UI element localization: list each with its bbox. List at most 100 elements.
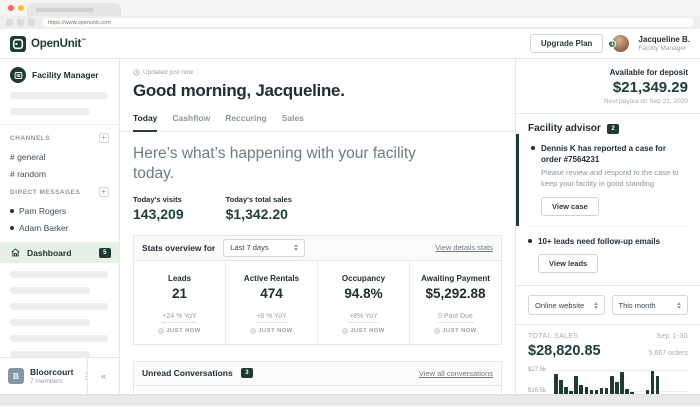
- sales-header: TOTAL SALES Sep 1-30: [528, 333, 688, 340]
- conversations-title: Unread Conversations: [142, 368, 233, 379]
- kpi-label: Today's total sales: [225, 194, 292, 204]
- stats-title: Stats overview for: [142, 242, 216, 253]
- total-sales-label: TOTAL SALES: [528, 333, 579, 341]
- chart-bar: [564, 386, 568, 394]
- stat-card-awaiting-payment: Awaiting Payment $5,292.88 0 Past Due JU…: [409, 260, 501, 344]
- collapse-sidebar-button[interactable]: «: [87, 358, 119, 394]
- stat-value: $5,292.88: [425, 285, 486, 301]
- channel-select[interactable]: Online website: [528, 295, 605, 316]
- bullet-icon: [528, 239, 532, 244]
- stat-label: Occupancy: [341, 273, 386, 283]
- chart-bar: [554, 373, 558, 394]
- select-value: Last 7 days: [230, 243, 269, 253]
- stat-value: 474: [260, 285, 283, 301]
- workspace-avatar: B: [8, 368, 24, 384]
- advisor-header: Facility advisor 2: [528, 123, 688, 134]
- skeleton-bar: [10, 108, 90, 115]
- add-channel-button[interactable]: +: [99, 133, 109, 143]
- dashboard-label: Dashboard: [27, 247, 72, 258]
- refresh-button[interactable]: [28, 19, 35, 26]
- workspace-label: Facility Manager: [32, 70, 99, 80]
- forward-button[interactable]: [17, 19, 24, 26]
- period-select[interactable]: This month: [611, 295, 688, 316]
- browser-url-bar: https://www.openunit.com: [0, 16, 700, 29]
- chart-bar: [589, 390, 594, 394]
- gridline: [554, 370, 688, 371]
- sidebar-item-pam-rogers[interactable]: Pam Rogers: [0, 202, 119, 219]
- user-role: Facility Manager: [638, 45, 687, 52]
- stat-timestamp: JUST NOW: [138, 328, 221, 334]
- next-payout-text: Next payout on Sep 21, 2020: [603, 98, 688, 105]
- view-case-button[interactable]: View case: [541, 197, 599, 217]
- brand[interactable]: OpenUnit™: [10, 35, 86, 52]
- kpi-row: Today's visits 143,209 Today's total sal…: [133, 195, 502, 222]
- browser-tab[interactable]: [27, 3, 121, 16]
- advisor-item-leads: 10+ leads need follow-up emails View lea…: [528, 227, 688, 283]
- tab-reccuring[interactable]: Reccuring: [225, 113, 267, 123]
- chart-bar: [610, 375, 614, 394]
- sidebar-item-general[interactable]: # general: [0, 148, 119, 165]
- upgrade-plan-button[interactable]: Upgrade Plan: [529, 34, 604, 53]
- sidebar-item-adam-barker[interactable]: Adam Barker: [0, 219, 119, 236]
- sidebar-item-random[interactable]: # random: [0, 165, 119, 182]
- view-leads-button[interactable]: View leads: [538, 254, 599, 274]
- back-button[interactable]: [6, 19, 13, 26]
- stats-period-select[interactable]: Last 7 days: [223, 238, 306, 257]
- chart-bar: [650, 370, 655, 394]
- kpi-value: 143,209: [133, 205, 184, 222]
- stat-label: Active Rentals: [243, 273, 300, 283]
- url-text: https://www.openunit.com: [48, 19, 111, 26]
- sidebar-workspace-header[interactable]: Facility Manager: [0, 67, 119, 92]
- conversation-row[interactable]: Daniella Cohn Ottawa, ON Customer for 9 …: [134, 386, 501, 394]
- channel-label: # general: [10, 151, 46, 162]
- chart-bar: [625, 389, 629, 394]
- view-details-stats-link[interactable]: View details stats: [435, 243, 493, 253]
- view-all-conversations-link[interactable]: View all conversations: [418, 368, 493, 378]
- chart-bar: [604, 388, 609, 394]
- dm-title: DIRECT MESSAGES: [10, 188, 81, 196]
- y-tick-label: $16.5k: [528, 387, 547, 394]
- stats-header: Stats overview for Last 7 days View deta…: [134, 235, 501, 261]
- facility-advisor-section: Facility advisor 2 Dennis K has reported…: [516, 114, 700, 287]
- kpi-value: $1,342.20: [225, 205, 288, 222]
- right-panel: Available for deposit $21,349.29 Next pa…: [515, 59, 700, 394]
- notification-badge: 1: [608, 40, 617, 48]
- chart-bar: [594, 390, 599, 394]
- sales-filters: Online website This month: [516, 286, 700, 326]
- user-menu[interactable]: Jacqueline B. Facility Manager: [638, 35, 690, 52]
- main-tabs: Today Cashflow Reccuring Sales: [120, 110, 515, 132]
- kebab-menu-icon[interactable]: ⋮: [81, 370, 91, 381]
- stats-overview-box: Stats overview for Last 7 days View deta…: [133, 234, 502, 345]
- workspace-info[interactable]: B Bloorcourt 7 members ⋮: [0, 358, 90, 394]
- dm-label: Adam Barker: [19, 222, 69, 233]
- address-field[interactable]: https://www.openunit.com: [42, 18, 694, 27]
- tab-cashflow[interactable]: Cashflow: [172, 113, 211, 123]
- select-caret-icon: [677, 301, 681, 310]
- tab-sales[interactable]: Sales: [281, 113, 304, 123]
- deposit-section: Available for deposit $21,349.29 Next pa…: [516, 59, 700, 114]
- add-dm-button[interactable]: +: [99, 187, 109, 197]
- tab-title-placeholder: [36, 7, 94, 12]
- sidebar-item-dashboard[interactable]: Dashboard 5: [0, 242, 119, 263]
- chart-bar: [645, 390, 650, 394]
- workspace-switcher: B Bloorcourt 7 members ⋮ «: [0, 357, 119, 394]
- close-window-icon[interactable]: [8, 5, 14, 11]
- channels-title: CHANNELS: [10, 134, 51, 142]
- tab-today[interactable]: Today: [133, 110, 158, 132]
- chart-bar: [655, 375, 660, 394]
- user-name: Jacqueline B.: [638, 35, 690, 44]
- dm-label: Pam Rogers: [19, 205, 67, 216]
- select-caret-icon: [294, 243, 299, 252]
- advisor-item-title: Dennis K has reported a case for order #…: [541, 144, 666, 165]
- advisor-title: Facility advisor: [528, 123, 601, 134]
- chart-bar: [559, 380, 563, 394]
- minimize-window-icon[interactable]: [18, 5, 24, 11]
- y-tick-label: $27.5k: [528, 367, 547, 373]
- user-avatar[interactable]: 1: [608, 35, 630, 52]
- sales-amount: $28,820.85: [528, 343, 601, 360]
- chart-bar: [579, 384, 583, 394]
- home-icon: [11, 248, 20, 257]
- kpi-todays-visits: Today's visits 143,209: [133, 195, 184, 222]
- deposit-amount: $21,349.29: [612, 79, 688, 96]
- total-sales-section: TOTAL SALES Sep 1-30 $28,820.85 5,667 or…: [516, 325, 700, 394]
